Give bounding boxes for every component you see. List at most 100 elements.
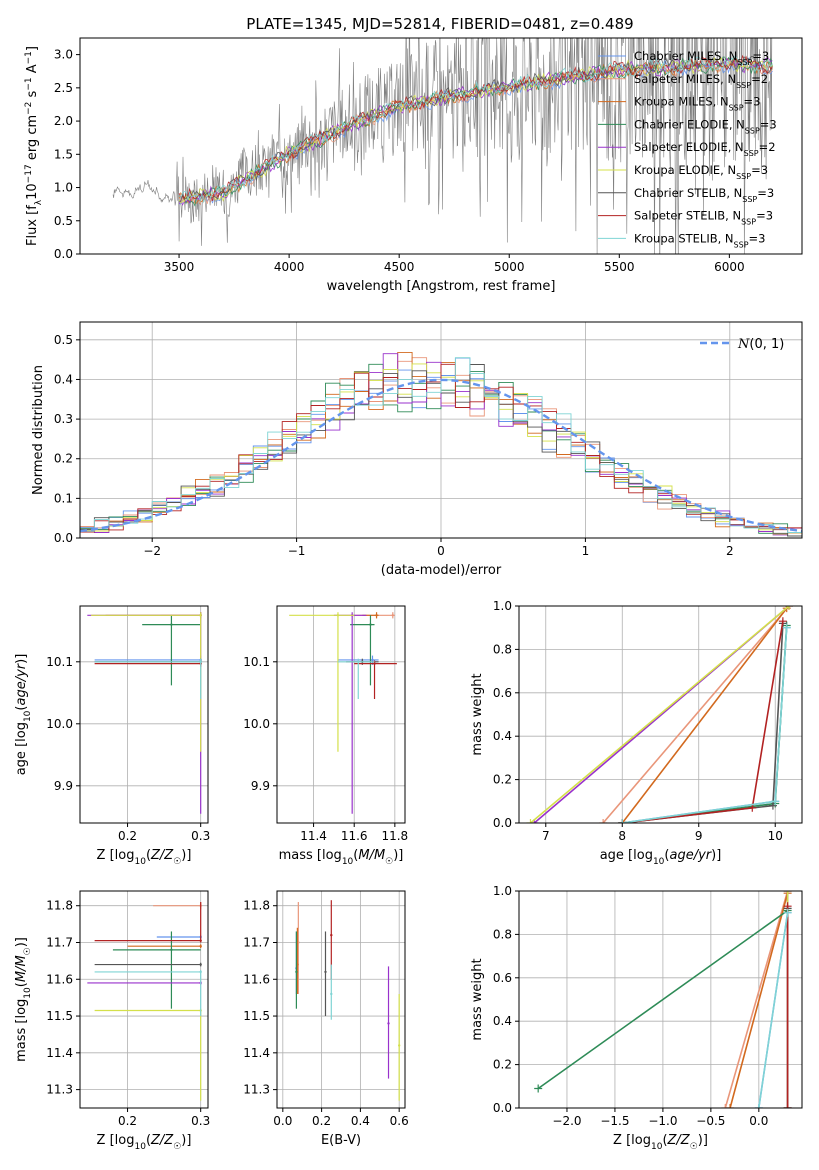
legend-label: Salpeter STELIB, NSSP=3 bbox=[634, 209, 773, 227]
x-axis-label-part: 10 bbox=[342, 857, 354, 867]
y-tick-label: 11.5 bbox=[46, 1009, 73, 1023]
errorbar-point bbox=[199, 944, 202, 948]
legend: N(0, 1) bbox=[700, 337, 784, 352]
x-axis-label-part: 10 bbox=[651, 1142, 663, 1152]
x-axis-label-part: ☉ bbox=[173, 1142, 181, 1152]
errorbar-point bbox=[170, 948, 173, 952]
errorbar-point bbox=[397, 1044, 401, 1047]
y-tick-label: 1.0 bbox=[54, 181, 73, 195]
legend-label-main: Salpeter ELODIE, N bbox=[634, 140, 744, 154]
errorbar-point bbox=[324, 970, 327, 974]
y-tick-label: 2.0 bbox=[54, 114, 73, 128]
x-axis-label-part: 10 bbox=[134, 1142, 146, 1152]
massweight-marker bbox=[618, 819, 627, 823]
legend-label-main: Kroupa MILES, N bbox=[634, 95, 729, 109]
y-axis-label-part: 10 bbox=[23, 987, 33, 999]
y-tick-label: 11.4 bbox=[243, 1046, 270, 1060]
x-tick-label: 10 bbox=[768, 829, 783, 843]
y-axis-label-part: )] bbox=[14, 937, 29, 947]
axes: −2.0 −1.5 −1.0 −0.5 0.0 0.0 0.2 0.4 0.6 0.8 1.0 mas… bbox=[470, 884, 803, 1152]
massweight-line bbox=[621, 607, 788, 823]
axes-frame bbox=[276, 605, 406, 824]
axes-frame bbox=[79, 890, 209, 1109]
y-tick-label: 11.3 bbox=[46, 1083, 73, 1097]
x-tick-label: 0.2 bbox=[312, 1114, 331, 1128]
y-axis-label-part: −17 bbox=[24, 164, 34, 183]
massweight-marker bbox=[784, 606, 793, 610]
y-tick-label: 11.6 bbox=[46, 972, 73, 986]
y-axis-label-part: ☉ bbox=[23, 947, 33, 955]
spectrum-model-line bbox=[178, 56, 773, 204]
legend-label-args: (0, 1) bbox=[749, 337, 784, 352]
y-tick-label: 11.4 bbox=[46, 1046, 73, 1060]
massweight-marker bbox=[721, 1104, 730, 1108]
massweight-line bbox=[537, 909, 789, 1090]
x-axis-label-part: ( bbox=[146, 848, 151, 863]
massweight-marker bbox=[754, 1104, 763, 1108]
y-tick-label: 11.8 bbox=[243, 899, 270, 913]
legend-label: Salpeter MILES, NSSP=2 bbox=[634, 72, 768, 90]
axes: 7 8 9 10 0.0 0.2 0.4 0.6 0.8 1.0 mass weight age [l… bbox=[470, 599, 803, 867]
legend-label-tail: =3 bbox=[756, 209, 773, 223]
y-tick-label: 10.1 bbox=[243, 655, 270, 669]
y-axis-label: Flux [fλ10−17 erg cm−2 s−1 A−1] bbox=[24, 46, 44, 246]
legend-label-tail: =3 bbox=[760, 117, 777, 131]
spectrum-model-line bbox=[178, 57, 773, 206]
axes-frame bbox=[518, 605, 803, 824]
y-axis-label-part: ( bbox=[14, 982, 29, 987]
massweight-marker bbox=[768, 801, 777, 810]
x-axis-label: Z [log10(Z/Z☉)] bbox=[97, 848, 192, 867]
x-tick-label: 11.8 bbox=[381, 829, 408, 843]
y-axis-label-part: −2 bbox=[24, 102, 34, 115]
legend-label-tail: =3 bbox=[749, 231, 766, 245]
y-tick-label: 1.5 bbox=[54, 147, 73, 161]
axes: 0.2 0.39.910.010.1Z [log10(Z/Z☉)]age [log… bbox=[14, 605, 210, 867]
plot-area bbox=[526, 606, 793, 823]
y-axis-label-part: mass weight bbox=[470, 958, 485, 1040]
axes: 0.2 0.311.311.411.511.611.711.8Z [log10(Z… bbox=[14, 890, 210, 1152]
errorbar-point bbox=[199, 970, 202, 974]
legend-label: N(0, 1) bbox=[737, 337, 784, 352]
y-tick-label: 11.6 bbox=[243, 972, 270, 986]
errorbar-point bbox=[369, 623, 372, 626]
x-axis-label-part: )] bbox=[393, 848, 403, 863]
massweight-marker bbox=[782, 623, 791, 632]
legend-label-sub: SSP bbox=[744, 149, 759, 158]
x-tick-label: 4000 bbox=[274, 260, 305, 274]
y-tick-label: 0.3 bbox=[54, 412, 73, 426]
x-axis-label-part: )] bbox=[711, 848, 721, 863]
x-axis-label: Z [log10(Z/Z☉)] bbox=[613, 1133, 708, 1152]
plot-area bbox=[534, 891, 792, 1108]
x-axis-label-part: ( bbox=[662, 1133, 667, 1148]
errorbar-point bbox=[199, 939, 202, 942]
plot-area bbox=[289, 612, 397, 814]
massweight-marker bbox=[599, 819, 608, 823]
legend-label-sub: SSP bbox=[737, 58, 752, 67]
x-tick-label: 0.0 bbox=[749, 1114, 768, 1128]
y-axis-label-part: age [log bbox=[14, 722, 29, 775]
massweight-marker bbox=[778, 617, 787, 626]
legend-label-main: Salpeter MILES, N bbox=[634, 72, 736, 86]
errorbar-point bbox=[371, 658, 374, 662]
panel-residuals: −2 −1 0 1 2 0.0 0.1 0.2 0.3 0.4 0.5 N(0, 1) (data-mo… bbox=[31, 321, 803, 578]
panel-age_vs_Z: 0.2 0.39.910.010.1Z [log10(Z/Z☉)]age [log… bbox=[14, 605, 210, 867]
y-axis-label-part: 10 bbox=[25, 183, 40, 200]
y-axis-label-part: ( bbox=[14, 706, 29, 711]
legend-label-sub: SSP bbox=[734, 240, 749, 249]
errorbar-point bbox=[199, 614, 202, 617]
errorbar-point bbox=[295, 970, 298, 974]
massweight-marker bbox=[534, 1084, 543, 1093]
legend-label-sub: SSP bbox=[742, 194, 757, 203]
axes: −2 −1 0 1 2 0.0 0.1 0.2 0.3 0.4 0.5 N(0, 1) (data-mo… bbox=[31, 321, 803, 578]
y-axis-label: mass weight bbox=[470, 958, 485, 1040]
y-axis-label-part: Flux [f bbox=[25, 205, 40, 246]
axes: 3500 4000 4500 5000 5500 6000 0.0 0.5 1.0 1.5 2.0 2… bbox=[24, 37, 803, 294]
x-tick-label: 9 bbox=[695, 829, 703, 843]
x-axis-label-part: ( bbox=[146, 1133, 151, 1148]
x-tick-label: −1.5 bbox=[600, 1114, 629, 1128]
y-axis-label-part: )] bbox=[14, 654, 29, 664]
y-axis-label-part: age/yr bbox=[14, 662, 29, 705]
x-tick-label: −1.0 bbox=[648, 1114, 677, 1128]
spectrum-model-line bbox=[178, 54, 773, 203]
